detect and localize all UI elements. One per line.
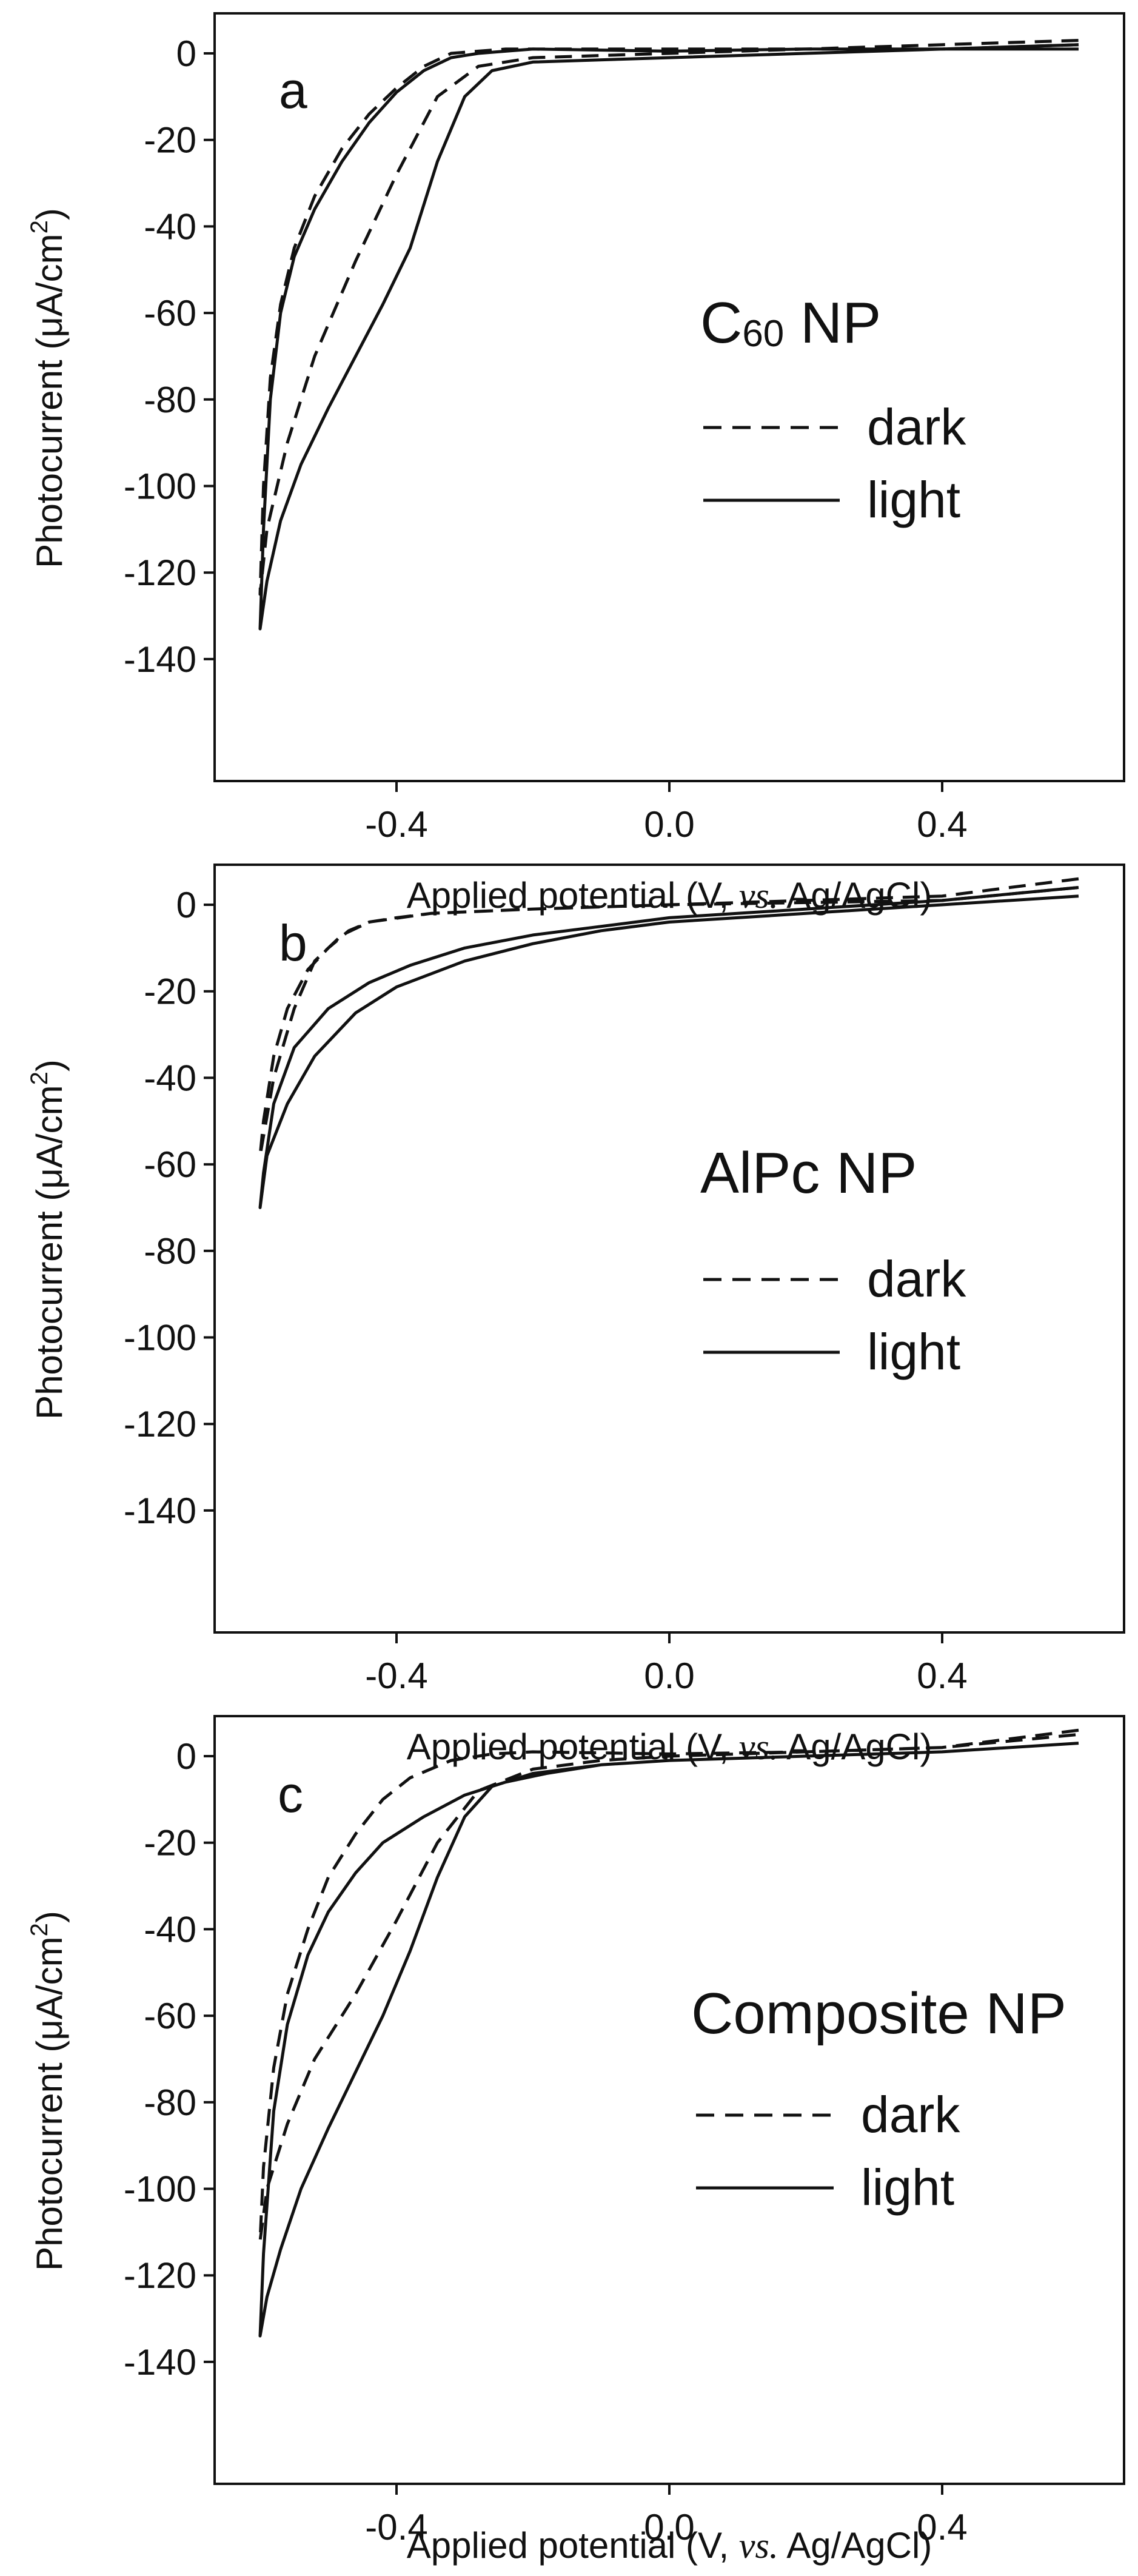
y-tick-label: -80 bbox=[144, 1231, 196, 1272]
y-tick-labels: 0 -20 -40 -60 -80 -100 -120 -140 bbox=[124, 1736, 215, 2383]
x-tick-label: 0.4 bbox=[917, 2507, 967, 2547]
legend-dark-label: dark bbox=[867, 1250, 966, 1307]
y-tick-label: -80 bbox=[144, 2082, 196, 2123]
series-line-light bbox=[258, 886, 1079, 1209]
legend-dark-label: dark bbox=[861, 2086, 960, 2143]
series-line-dark bbox=[258, 1728, 1079, 2242]
sample-label: AlPc NP bbox=[700, 1141, 917, 1206]
y-tick-label: -100 bbox=[124, 1318, 196, 1358]
x-tick-label: -0.4 bbox=[365, 1655, 427, 1696]
panel-letter: c bbox=[278, 1766, 303, 1823]
panel-b: 0 -20 -40 -60 -80 -100 -120 -140 -0.4 0.0 0.4 b A… bbox=[26, 864, 1125, 1767]
y-tick-label: 0 bbox=[176, 885, 196, 925]
x-tick-labels: -0.4 0.0 0.4 bbox=[365, 781, 968, 845]
y-tick-label: -120 bbox=[124, 552, 196, 593]
y-tick-label: -40 bbox=[144, 206, 196, 247]
x-tick-label: 0.0 bbox=[644, 804, 694, 845]
x-tick-label: 0.0 bbox=[644, 2507, 694, 2547]
series-line-dark bbox=[258, 39, 1079, 596]
x-tick-label: -0.4 bbox=[365, 2507, 427, 2547]
legend-light-label: light bbox=[867, 1323, 960, 1380]
legend-light-label: light bbox=[861, 2159, 954, 2216]
y-tick-label: 0 bbox=[176, 33, 196, 74]
plot-frame bbox=[213, 12, 1125, 782]
legend-dark-label: dark bbox=[867, 398, 966, 455]
x-tick-labels: -0.4 0.0 0.4 bbox=[365, 2484, 968, 2547]
sample-label-main: C bbox=[700, 290, 742, 355]
panel-c: 0 -20 -40 -60 -80 -100 -120 -140 -0.4 0.0 0.4 c C… bbox=[26, 1715, 1125, 2566]
x-tick-label: 0.4 bbox=[917, 804, 967, 845]
series-line-light bbox=[258, 1742, 1079, 2338]
y-tick-labels: 0 -20 -40 -60 -80 -100 -120 -140 bbox=[124, 885, 215, 1531]
panel-a: 0 -20 -40 -60 -80 -100 -120 -140 -0.4 0.0 0.4 a C… bbox=[26, 12, 1125, 916]
sample-label: C60 NP bbox=[700, 290, 881, 355]
panel-letter: b bbox=[279, 914, 307, 971]
curves bbox=[258, 39, 1079, 631]
y-tick-label: -20 bbox=[144, 1823, 196, 1863]
curves bbox=[258, 877, 1079, 1209]
y-axis-label: Photocurrent (μA/cm2) bbox=[26, 1059, 70, 1420]
x-tick-label: 0.4 bbox=[917, 1655, 967, 1696]
curves bbox=[258, 1728, 1079, 2338]
x-tick-label: 0.0 bbox=[644, 1655, 694, 1696]
legend-light-label: light bbox=[867, 471, 960, 528]
plot-frame bbox=[213, 864, 1125, 1634]
y-tick-label: -80 bbox=[144, 380, 196, 420]
y-tick-label: -20 bbox=[144, 120, 196, 161]
x-tick-labels: -0.4 0.0 0.4 bbox=[365, 1632, 968, 1696]
sample-label-sub: 60 bbox=[742, 313, 784, 355]
y-tick-labels: 0 -20 -40 -60 -80 -100 -120 -140 bbox=[124, 33, 215, 680]
y-tick-label: -100 bbox=[124, 466, 196, 507]
y-tick-label: 0 bbox=[176, 1736, 196, 1777]
x-axis-label: Applied potential (V, vs. Ag/AgCl) bbox=[407, 2525, 932, 2566]
sample-label-main: Composite NP bbox=[691, 1981, 1066, 2046]
x-tick-label: -0.4 bbox=[365, 804, 427, 845]
y-tick-label: -140 bbox=[124, 1491, 196, 1531]
y-axis-label: Photocurrent (μA/cm2) bbox=[26, 208, 70, 568]
y-axis-label: Photocurrent (μA/cm2) bbox=[26, 1911, 70, 2271]
y-tick-label: -100 bbox=[124, 2169, 196, 2210]
y-tick-label: -20 bbox=[144, 971, 196, 1012]
y-tick-label: -40 bbox=[144, 1909, 196, 1950]
y-tick-label: -60 bbox=[144, 1144, 196, 1185]
sample-label-main: AlPc NP bbox=[700, 1141, 917, 1206]
series-line-light bbox=[258, 43, 1079, 631]
y-tick-label: -60 bbox=[144, 293, 196, 334]
panel-letter: a bbox=[279, 62, 307, 119]
sample-label: Composite NP bbox=[691, 1981, 1066, 2046]
y-tick-label: -140 bbox=[124, 639, 196, 680]
plot-frame bbox=[213, 1715, 1125, 2485]
y-tick-label: -120 bbox=[124, 1404, 196, 1444]
y-tick-label: -60 bbox=[144, 1996, 196, 2036]
y-tick-label: -140 bbox=[124, 2342, 196, 2383]
y-tick-label: -40 bbox=[144, 1058, 196, 1098]
y-tick-label: -120 bbox=[124, 2255, 196, 2296]
sample-label-rest: NP bbox=[784, 290, 881, 355]
series-line-dark bbox=[258, 877, 1079, 1158]
